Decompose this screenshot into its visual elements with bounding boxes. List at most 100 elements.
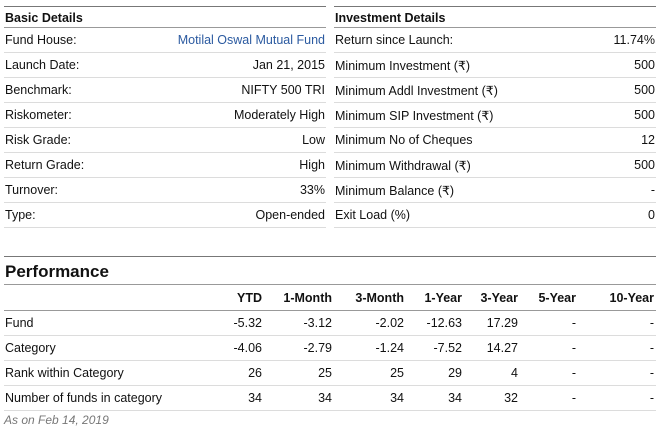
table-cell: -4.06 (184, 335, 264, 361)
row-value: Low (302, 133, 325, 147)
performance-title: Performance (4, 256, 656, 284)
table-cell: 17.29 (464, 310, 520, 336)
table-cell: - (578, 335, 656, 361)
minimum-sip-investment-row: Minimum SIP Investment (₹) 500 (334, 103, 656, 128)
row-label: Minimum Withdrawal (₹) (335, 158, 471, 173)
row-value: 500 (634, 158, 655, 172)
table-cell: - (520, 310, 578, 336)
as-of-date: As on Feb 14, 2019 (4, 413, 109, 427)
basic-details-title: Basic Details (4, 6, 326, 28)
table-row: Rank within Category 26 25 25 29 4 - - (4, 360, 656, 386)
table-cell: - (520, 335, 578, 361)
column-header: 1-Year (406, 284, 464, 311)
column-header: 3-Month (334, 284, 406, 311)
column-header: 10-Year (578, 284, 656, 311)
performance-section: Performance YTD 1-Month 3-Month 1-Year 3… (4, 256, 656, 411)
table-cell: 14.27 (464, 335, 520, 361)
fund-house-link[interactable]: Motilal Oswal Mutual Fund (177, 33, 325, 47)
table-cell: 29 (406, 360, 464, 386)
row-value: 12 (641, 133, 655, 147)
return-grade-row: Return Grade: High (4, 153, 326, 178)
row-label: Rank within Category (4, 360, 184, 386)
minimum-balance-row: Minimum Balance (₹) - (334, 178, 656, 203)
investment-details-title: Investment Details (334, 6, 656, 28)
table-cell: -2.79 (264, 335, 334, 361)
row-label: Benchmark: (5, 83, 72, 97)
table-cell: 25 (264, 360, 334, 386)
benchmark-row: Benchmark: NIFTY 500 TRI (4, 78, 326, 103)
table-cell: 34 (264, 385, 334, 411)
row-label: Turnover: (5, 183, 59, 197)
column-header (4, 284, 184, 311)
row-label: Category (4, 335, 184, 361)
riskometer-row: Riskometer: Moderately High (4, 103, 326, 128)
launch-date-row: Launch Date: Jan 21, 2015 (4, 53, 326, 78)
table-row: Number of funds in category 34 34 34 34 … (4, 385, 656, 411)
row-value: 500 (634, 58, 655, 72)
exit-load-row: Exit Load (%) 0 (334, 203, 656, 228)
minimum-addl-investment-row: Minimum Addl Investment (₹) 500 (334, 78, 656, 103)
row-label: Fund House: (5, 33, 77, 47)
row-value: 0 (648, 208, 655, 222)
row-value: Moderately High (233, 108, 325, 122)
table-cell: -7.52 (406, 335, 464, 361)
row-label: Minimum Balance (₹) (335, 183, 455, 198)
table-cell: 34 (184, 385, 264, 411)
row-label: Return since Launch: (335, 33, 454, 47)
table-cell: -5.32 (184, 310, 264, 336)
table-cell: -3.12 (264, 310, 334, 336)
row-label: Minimum Investment (₹) (335, 58, 471, 73)
type-row: Type: Open-ended (4, 203, 326, 228)
table-cell: - (520, 360, 578, 386)
fund-house-row: Fund House: Motilal Oswal Mutual Fund (4, 28, 326, 53)
row-label: Fund (4, 310, 184, 336)
row-label: Launch Date: (5, 58, 80, 72)
column-header: YTD (184, 284, 264, 311)
table-row: Category -4.06 -2.79 -1.24 -7.52 14.27 -… (4, 335, 656, 361)
table-cell: -1.24 (334, 335, 406, 361)
row-label: Number of funds in category (4, 385, 184, 411)
table-header-row: YTD 1-Month 3-Month 1-Year 3-Year 5-Year… (4, 284, 656, 311)
minimum-investment-row: Minimum Investment (₹) 500 (334, 53, 656, 78)
row-value: High (299, 158, 325, 172)
performance-table: YTD 1-Month 3-Month 1-Year 3-Year 5-Year… (4, 284, 656, 411)
row-value: NIFTY 500 TRI (241, 83, 325, 97)
row-value: Jan 21, 2015 (252, 58, 325, 72)
minimum-cheques-row: Minimum No of Cheques 12 (334, 128, 656, 153)
minimum-withdrawal-row: Minimum Withdrawal (₹) 500 (334, 153, 656, 178)
table-cell: -12.63 (406, 310, 464, 336)
column-header: 5-Year (520, 284, 578, 311)
table-cell: - (578, 385, 656, 411)
table-cell: 26 (184, 360, 264, 386)
table-cell: - (520, 385, 578, 411)
table-cell: 34 (334, 385, 406, 411)
row-value: 33% (299, 183, 325, 197)
row-label: Minimum SIP Investment (₹) (335, 108, 494, 123)
column-header: 3-Year (464, 284, 520, 311)
investment-details-panel: Investment Details Return since Launch: … (334, 6, 656, 228)
turnover-row: Turnover: 33% (4, 178, 326, 203)
return-since-launch-row: Return since Launch: 11.74% (334, 28, 656, 53)
row-label: Minimum Addl Investment (₹) (335, 83, 498, 98)
table-cell: -2.02 (334, 310, 406, 336)
row-label: Riskometer: (5, 108, 72, 122)
table-cell: 34 (406, 385, 464, 411)
row-value: 11.74% (613, 33, 655, 47)
column-header: 1-Month (264, 284, 334, 311)
row-label: Minimum No of Cheques (335, 133, 473, 147)
basic-details-panel: Basic Details Fund House: Motilal Oswal … (4, 6, 326, 228)
row-value: 500 (634, 83, 655, 97)
table-cell: - (578, 310, 656, 336)
row-label: Return Grade: (5, 158, 85, 172)
table-row: Fund -5.32 -3.12 -2.02 -12.63 17.29 - - (4, 310, 656, 336)
row-value: 500 (634, 108, 655, 122)
row-label: Risk Grade: (5, 133, 71, 147)
table-cell: - (578, 360, 656, 386)
row-label: Type: (5, 208, 36, 222)
row-value: - (650, 183, 655, 197)
row-value: Open-ended (255, 208, 325, 222)
table-cell: 4 (464, 360, 520, 386)
table-cell: 25 (334, 360, 406, 386)
risk-grade-row: Risk Grade: Low (4, 128, 326, 153)
row-label: Exit Load (%) (335, 208, 411, 222)
